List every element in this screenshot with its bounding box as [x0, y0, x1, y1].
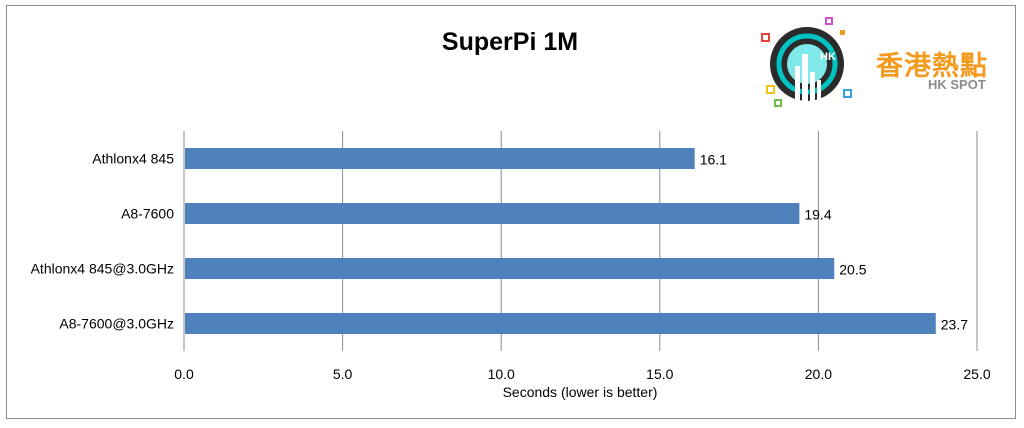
logo-confetti-yellow [766, 85, 775, 94]
data-label-2: 20.5 [839, 262, 866, 278]
category-label-2: Athlonx4 845@3.0GHz [31, 261, 174, 277]
x-tick-label-3: 15.0 [646, 366, 673, 382]
logo-confetti-green [774, 99, 782, 107]
chart-title: SuperPi 1M [441, 28, 579, 56]
x-tick-label-2: 10.0 [488, 366, 515, 382]
data-label-3: 23.7 [941, 317, 968, 333]
bar-1 [185, 203, 800, 224]
logo-building-3 [810, 72, 815, 104]
category-label-3: A8-7600@3.0GHz [59, 316, 174, 332]
bar-3 [185, 313, 936, 334]
x-tick-label-0: 0.0 [174, 366, 194, 382]
hk-spot-logo: HK [756, 14, 1006, 124]
logo-confetti-blue [843, 89, 852, 98]
logo-confetti-red [761, 33, 770, 42]
data-label-1: 19.4 [804, 207, 831, 223]
x-tick-label-4: 20.0 [805, 366, 832, 382]
logo-building-4 [817, 80, 821, 104]
bar-2 [185, 258, 835, 279]
brand-name-english: HK SPOT [928, 77, 986, 92]
logo-confetti-pink [825, 17, 833, 25]
brand-name-chinese: 香港熱點 [876, 51, 988, 82]
category-label-1: A8-7600 [121, 206, 174, 222]
x-tick-label-5: 25.0 [963, 366, 990, 382]
logo-badge-text: HK [820, 51, 836, 63]
logo-confetti-orange [840, 30, 845, 35]
category-label-0: Athlonx4 845 [92, 151, 174, 167]
logo-emblem-icon: HK [761, 17, 852, 107]
data-label-0: 16.1 [700, 152, 727, 168]
x-axis-title: Seconds (lower is better) [502, 384, 658, 400]
bar-0 [185, 148, 695, 169]
x-tick-label-1: 5.0 [333, 366, 353, 382]
logo-building-2 [802, 54, 808, 104]
logo-building-1 [795, 66, 800, 104]
